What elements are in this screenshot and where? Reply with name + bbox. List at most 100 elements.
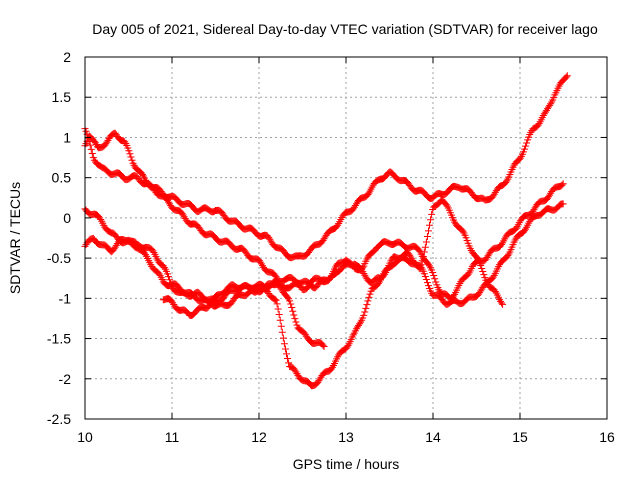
chart-title: Day 005 of 2021, Sidereal Day-to-day VTE… — [92, 21, 598, 37]
data-point — [319, 341, 327, 349]
data-point — [180, 213, 188, 221]
data-point — [358, 266, 366, 274]
data-point — [286, 297, 294, 305]
data-point — [287, 300, 295, 308]
data-point — [421, 273, 429, 281]
y-tick-label: -2 — [59, 371, 72, 387]
y-axis-label: SDTVAR / TECUs — [7, 182, 23, 294]
data-point — [428, 210, 436, 218]
data-point — [477, 287, 485, 295]
data-point — [316, 375, 324, 383]
data-point — [350, 203, 358, 211]
data-point — [418, 257, 426, 265]
data-point — [490, 190, 498, 198]
data-point — [125, 147, 133, 155]
data-point — [546, 191, 554, 199]
data-point — [422, 238, 430, 246]
data-point — [360, 311, 368, 319]
data-point — [284, 355, 292, 363]
x-tick-label: 11 — [165, 429, 180, 445]
data-point — [416, 265, 424, 273]
data-point — [328, 363, 336, 371]
data-point — [423, 279, 431, 287]
data-point — [290, 311, 298, 319]
data-point — [279, 334, 287, 342]
data-point — [87, 145, 95, 153]
data-point — [292, 318, 300, 326]
data-point — [86, 141, 94, 149]
grid-lines — [85, 57, 607, 419]
data-point — [351, 202, 359, 210]
data-point — [103, 138, 111, 146]
data-point — [121, 138, 129, 146]
x-axis-label: GPS time / hours — [293, 456, 400, 472]
series-track-5 — [159, 196, 507, 390]
x-tick-label: 16 — [599, 429, 615, 445]
data-point — [374, 280, 382, 288]
data-point — [479, 268, 487, 276]
data-point — [491, 287, 499, 295]
data-point — [484, 252, 492, 260]
data-point — [365, 293, 373, 301]
data-point — [427, 216, 435, 224]
data-point — [424, 227, 432, 235]
data-point — [169, 299, 177, 307]
data-point — [266, 235, 274, 243]
data-point — [424, 282, 432, 290]
data-point — [363, 301, 371, 309]
data-point — [149, 247, 157, 255]
data-point — [415, 246, 423, 254]
y-tick-label: 0 — [63, 210, 71, 226]
data-point — [288, 304, 296, 312]
data-point — [277, 322, 285, 330]
data-point — [417, 261, 425, 269]
data-point — [521, 145, 529, 153]
data-point — [320, 343, 328, 351]
data-point — [138, 170, 146, 178]
data-point — [423, 233, 431, 241]
data-point — [523, 139, 531, 147]
data-point — [420, 248, 428, 256]
data-point — [275, 310, 283, 318]
x-tick-label: 12 — [251, 429, 267, 445]
data-point — [289, 307, 297, 315]
y-tick-label: -0.5 — [47, 250, 71, 266]
data-point — [274, 305, 282, 313]
x-tick-label: 10 — [77, 429, 93, 445]
data-point — [280, 340, 288, 348]
data-point — [480, 271, 488, 279]
data-point — [489, 273, 497, 281]
data-point — [559, 200, 567, 208]
data-point — [271, 295, 279, 303]
data-point — [285, 359, 293, 367]
data-point — [421, 243, 429, 251]
data-point — [291, 315, 299, 323]
data-point — [315, 377, 323, 385]
data-point — [459, 227, 467, 235]
x-tick-label: 13 — [338, 429, 354, 445]
data-point — [282, 350, 290, 358]
data-point — [278, 328, 286, 336]
data-point — [256, 258, 264, 266]
data-point — [91, 139, 99, 147]
data-point — [562, 73, 570, 81]
data-point — [559, 180, 567, 188]
x-tick-label: 14 — [425, 429, 441, 445]
data-point — [127, 153, 135, 161]
data-point — [360, 269, 368, 277]
data-point — [483, 254, 491, 262]
data-point — [366, 290, 374, 298]
x-tick-label: 15 — [512, 429, 528, 445]
data-point — [422, 276, 430, 284]
data-point — [426, 221, 434, 229]
data-point — [545, 193, 553, 201]
data-point — [334, 221, 342, 229]
data-point — [292, 368, 300, 376]
data-point — [432, 278, 440, 286]
data-point — [165, 273, 173, 281]
data-point — [541, 108, 549, 116]
data-point — [272, 296, 280, 304]
data-point — [207, 299, 215, 307]
data-point — [365, 189, 373, 197]
